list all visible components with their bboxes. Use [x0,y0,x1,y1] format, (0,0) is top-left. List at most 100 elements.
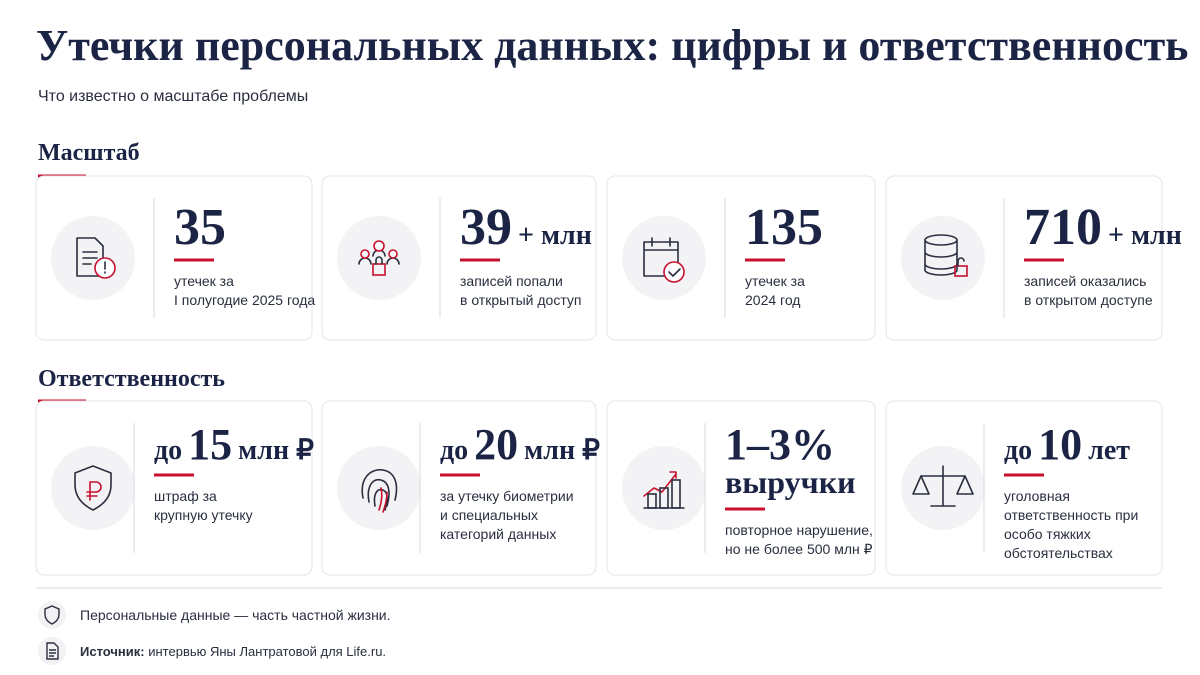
section-title: Ответственность [38,366,225,392]
card-description: за утечку биометрии [440,488,574,504]
card: 39 + млн записей попали в открытый доступ [321,175,597,341]
title: Утечки персональных данных: цифры и отве… [36,21,1188,70]
icon-part [375,256,383,265]
footer-source: Источник: интервью Яны Лантратовой для L… [80,644,386,659]
card-description: особо тяжких [1004,526,1091,542]
icon-part [361,469,398,511]
icon-part [954,265,968,277]
icon-part [659,487,669,509]
value-second-line: выручки [725,464,856,500]
value-suffix: млн ₽ [238,435,314,466]
card-bg [35,175,313,341]
icon-part [912,465,974,507]
value-suffix: лет [1088,435,1130,466]
icon-part [388,249,398,259]
value-number: 710 [1024,199,1102,256]
card: 135 утечек за 2024 год [606,175,876,341]
icon-part [373,240,385,252]
footer-doc-icon [38,637,66,665]
icon-part [668,268,681,277]
card-value: до 10 лет [1004,420,1130,469]
card: до 20 млн ₽ за утечку биометрии и специальны… [321,400,600,576]
card-description: обстоятельствах [1004,545,1113,561]
card-description: категорий данных [440,526,556,542]
card: 1–3%выручки повторное нарушение, но не бол… [606,400,876,576]
card-description: штраф за [154,488,217,504]
icon-part [378,487,388,513]
card-description: и специальных [440,507,538,523]
icon-circle [337,446,421,530]
card-bg [606,175,876,341]
card-description: повторное нарушение, [725,522,873,538]
card: 710 + млн записей оказались в открытом дост… [885,175,1182,341]
card-value: до 15 млн ₽ [154,420,314,469]
value-suffix: + млн [518,220,592,251]
value-number: 10 [1038,420,1082,469]
icon-part [957,257,965,267]
footer-shield-icon [38,601,66,629]
icon-part [86,481,102,501]
card-description: в открытый доступ [460,292,581,308]
icon [912,465,974,507]
icon-part [647,493,657,509]
value-prefix: до [440,435,468,466]
icon-part [372,263,386,276]
card-description: записей попали [460,273,563,289]
icon-part [671,479,681,509]
card-bg [35,400,313,576]
card: до 10 лет уголовная ответственность при особо… [885,400,1163,576]
card-value: 135 [745,199,823,256]
value-number: 15 [188,420,232,469]
card-bg [606,400,876,576]
icon-part [360,249,370,259]
value-prefix: до [154,435,182,466]
icon-circle [337,216,421,300]
card-bg [885,175,1163,341]
card-bg [885,400,1163,576]
icon-circle [622,216,706,300]
value-suffix: + млн [1108,220,1182,251]
card-description: ответственность при [1004,507,1138,523]
icon-part [663,261,685,283]
card-description: записей оказались [1024,273,1146,289]
card-description: но не более 500 млн ₽ [725,541,873,557]
icon-part [74,465,112,511]
value-number: 135 [745,199,823,256]
subtitle: Что известно о масштабе проблемы [38,88,308,105]
value-number: 20 [474,420,518,469]
card-description: в открытом доступе [1024,292,1153,308]
card: до 15 млн ₽ штраф за крупную утечку [35,400,314,576]
card-value: 39 + млн [460,199,592,256]
value-suffix: млн ₽ [524,435,600,466]
card-bg [321,175,597,341]
card-value: 35 [174,199,226,256]
card-value: 1–3% [725,420,835,469]
icon [74,465,112,511]
icon [358,240,400,276]
icon [643,237,685,283]
value-number: 39 [460,199,512,256]
card-value: 710 + млн [1024,199,1182,256]
card-description: крупную утечку [154,507,253,523]
card: 35 утечек за I полугодие 2025 года [35,175,315,341]
footer-note: Персональные данные — часть частной жизн… [80,607,391,623]
section-title: Масштаб [38,140,140,166]
card-description: I полугодие 2025 года [174,292,315,308]
source-text: интервью Яны Лантратовой для Life.ru. [145,644,386,659]
icon-part [643,471,677,497]
icon-circle [51,446,135,530]
value-prefix: до [1004,435,1032,466]
card-value: до 20 млн ₽ [440,420,600,469]
card-description: утечек за [174,273,234,289]
source-label: Источник: [80,644,145,659]
card-description: уголовная [1004,488,1070,504]
card-description: 2024 год [745,292,800,308]
icon-circle [901,216,985,300]
card-bg [321,400,597,576]
value-number: 1–3% [725,420,835,469]
icon [76,237,116,279]
icon [924,234,968,277]
card-description: утечек за [745,273,805,289]
